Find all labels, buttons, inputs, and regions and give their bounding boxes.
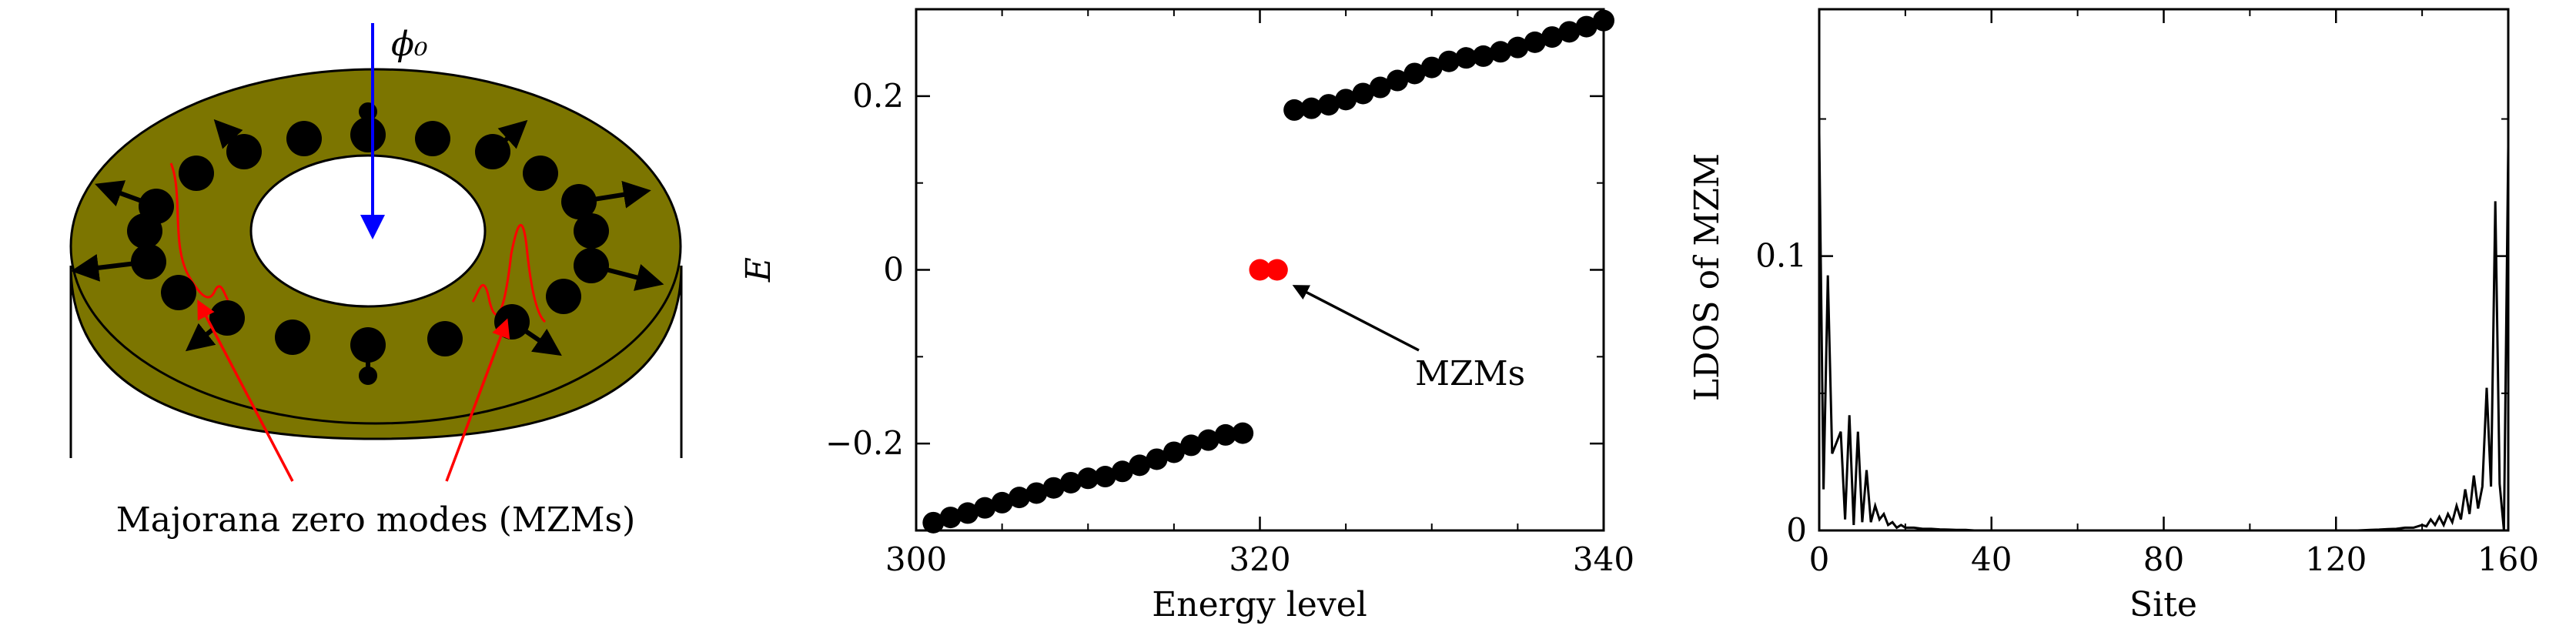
energy-point [1059,471,1082,493]
energy-point [1300,97,1323,119]
energy-point [1558,21,1581,43]
energy-point [1094,466,1116,488]
energy-point [1214,423,1236,446]
energy-point [1541,26,1564,49]
energy-point [1507,36,1529,59]
energy-point [1197,429,1219,451]
spin-arrow [590,263,664,291]
spin-arrow [71,253,149,282]
chart1-tick-labels: 300 320 340 −0.2 0 0.2 [825,77,1634,578]
energy-point [1317,94,1340,116]
energy-point [939,507,962,529]
energy-point [922,511,945,534]
mzm-annotation-arrow [1292,285,1420,352]
chart2-xlabel: Site [2129,585,2197,624]
spin-arrow [510,320,562,356]
spin-arrow [490,119,528,154]
y-tick-label: 0.2 [852,77,904,115]
energy-point [1180,434,1203,457]
spin-arrow-head [359,366,377,385]
energy-point [1129,454,1151,477]
site-dot [574,213,609,249]
y-tick-label: 0.1 [1755,237,1807,275]
mzm-annotation: MZMs [1415,354,1525,393]
ring-hole [249,154,487,308]
y-tick-label: −0.2 [825,424,904,462]
spin-arrow [213,119,246,154]
site-dot [127,213,162,249]
energy-point [1232,422,1254,444]
x-tick-label: 300 [885,540,947,578]
chart2-frame [1818,8,2510,532]
energy-point [1490,41,1512,63]
chart1-ticks [915,8,1605,531]
lattice-sites [127,117,609,363]
energy-point [1163,441,1185,463]
y-tick-label: 0 [1786,511,1807,549]
site-dot [427,321,463,356]
x-tick-label: 40 [1971,540,2012,578]
chart1-points [922,9,1614,534]
energy-point [1438,50,1460,72]
energy-point [1146,448,1168,470]
flux-label: ϕ₀ [391,25,428,64]
site-dot [523,156,558,191]
energy-point [1335,89,1357,111]
ring-schematic: ϕ₀ Majorana zero modes (MZMs) [69,23,683,540]
energy-point [1369,76,1391,99]
site-dot [546,279,581,314]
mzm-point [1266,259,1288,281]
mzm-pointer-arrow-right [445,318,510,482]
chart2-ticks [1818,9,2510,532]
x-tick-label: 80 [2143,540,2184,578]
energy-point [1283,99,1306,121]
energy-point [956,502,979,524]
energy-point [1403,62,1426,85]
energy-point [1420,56,1443,79]
energy-point [1524,31,1546,53]
energy-point [1593,9,1614,32]
energy-point [991,491,1013,514]
energy-point [1472,45,1494,67]
ldos-line [1818,132,2510,532]
mzm-pointer-arrow-left [197,299,294,482]
y-tick-label: 0 [883,251,904,289]
energy-spectrum-chart: 300 320 340 −0.2 0 0.2 Energy level E MZMs [739,8,1634,624]
energy-point [974,497,996,519]
site-dot [286,121,322,156]
site-dot [179,156,214,191]
spin-arrow [185,316,229,352]
energy-point [1042,477,1065,499]
mzm-wavefunction-right [471,223,547,323]
energy-point [1387,69,1409,92]
x-tick-label: 120 [2305,540,2367,578]
chart2-tick-labels: 0 40 80 120 160 0 0.1 [1755,237,2539,578]
site-dot [161,275,196,310]
energy-point [1077,467,1099,490]
x-tick-label: 340 [1573,540,1634,578]
site-dot [275,320,310,355]
x-tick-label: 0 [1809,540,1830,578]
energy-point [1575,15,1597,38]
mzm-point [1249,259,1271,281]
x-tick-label: 160 [2477,540,2539,578]
site-dot [415,121,450,156]
chart1-ylabel: E [739,257,778,283]
energy-point [1008,487,1030,509]
energy-point [1025,482,1048,504]
spin-arrow [578,181,651,209]
energy-point [1455,47,1477,69]
chart2-ylabel: LDOS of MZM [1688,153,1727,401]
x-tick-label: 320 [1229,540,1290,578]
mzm-caption: Majorana zero modes (MZMs) [116,500,636,540]
spin-arrow [95,180,158,209]
ldos-chart: 0 40 80 120 160 0 0.1 Site LDOS of MZM [1688,8,2539,624]
energy-point [1352,82,1374,105]
energy-point [1111,460,1133,483]
chart1-xlabel: Energy level [1152,585,1367,624]
